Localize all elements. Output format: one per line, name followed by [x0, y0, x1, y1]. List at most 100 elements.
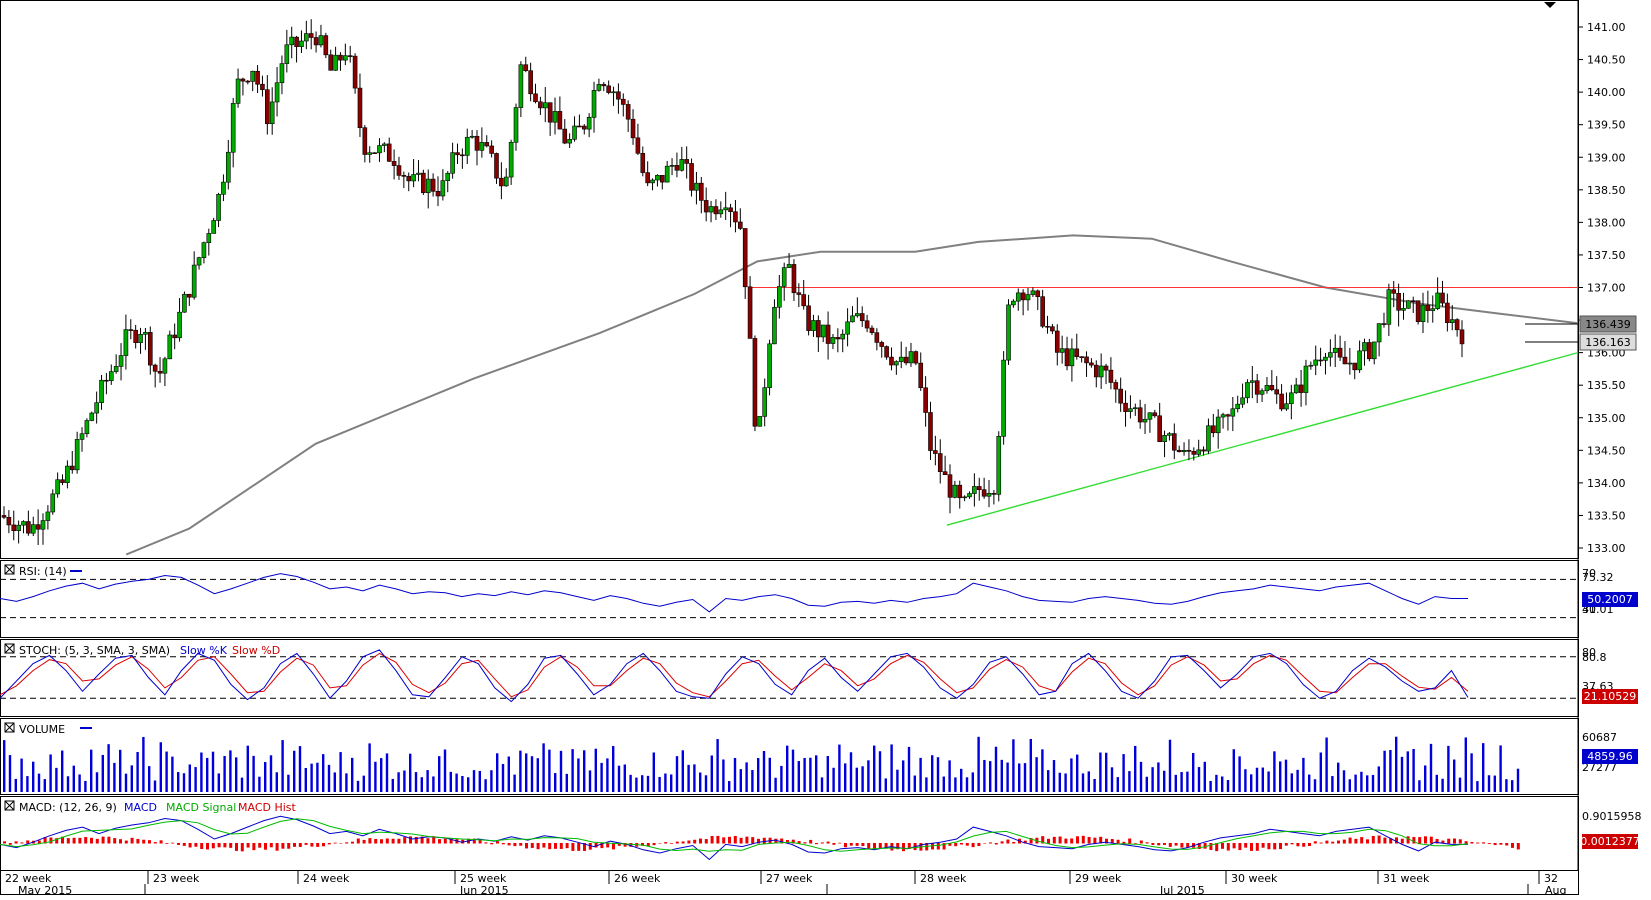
svg-text:136.439: 136.439 [1585, 318, 1631, 331]
candle-body [172, 334, 177, 339]
volume-bar [1168, 739, 1172, 792]
candle-body [1269, 385, 1275, 390]
volume-label: VOLUME [19, 723, 65, 736]
candle-body [650, 179, 655, 184]
macd-hist-bar [548, 843, 552, 850]
candle-body [913, 351, 919, 364]
candle-body [167, 334, 173, 360]
candle-body [440, 180, 446, 197]
volume-bar [983, 759, 986, 792]
volume-bar [699, 772, 702, 792]
volume-bar [606, 758, 609, 792]
candle-body [552, 111, 558, 123]
candle-body [840, 333, 846, 340]
candle-body [806, 305, 811, 331]
candle-body [269, 101, 275, 125]
candle-body [801, 294, 807, 307]
candle-body [1098, 365, 1104, 378]
panel-toggle-x-icon-0 [4, 564, 15, 575]
macd-hist-bar [1296, 843, 1300, 847]
macd-hist-bar [188, 843, 192, 848]
volume-bar [1018, 763, 1021, 792]
volume-bar [942, 776, 945, 792]
candle-body [372, 152, 377, 155]
macd-hist-bar [1302, 843, 1306, 847]
macd-hist-bar [1354, 838, 1358, 844]
panel-toggle-x-icon-3 [4, 800, 15, 811]
volume-bar [571, 749, 574, 792]
candle-body [1128, 408, 1133, 412]
candle-body [1186, 449, 1192, 452]
macd-hist-bar [1447, 838, 1451, 844]
candle-body [255, 70, 260, 85]
volume-bar [1238, 756, 1241, 792]
volume-bar [536, 758, 539, 792]
y-tick-label: 140.50 [1587, 54, 1626, 67]
macd-hist-bar [1319, 842, 1323, 844]
y-tick-label: 139.00 [1587, 151, 1626, 164]
macd-hist-bar [948, 843, 952, 846]
macd-hist-bar [310, 843, 314, 847]
candle-body [6, 517, 12, 526]
macd-hist-bar [757, 838, 760, 844]
candle-body [118, 355, 124, 367]
volume-bar [994, 746, 998, 792]
candle-body [55, 479, 60, 495]
volume-bar [1290, 773, 1293, 792]
macd-hist-bar [322, 843, 325, 847]
volume-bar [1296, 769, 1299, 792]
candle-body [386, 143, 392, 162]
candle-body [747, 286, 753, 339]
volume-bar [1464, 737, 1467, 792]
macd-hist-bar [786, 840, 789, 844]
volume-panel: 60687 27277 [3, 727, 1617, 792]
candle-body [347, 55, 353, 57]
macd-hist-bar [1348, 837, 1352, 844]
volume-bar [1151, 767, 1154, 792]
candle-body [616, 91, 621, 100]
candle-body [35, 524, 41, 530]
candle-body [313, 37, 319, 46]
macd-hist-bar [136, 838, 140, 844]
candle-body [957, 484, 963, 499]
volume-bar [861, 766, 864, 792]
macd-hist-bar [1174, 843, 1178, 846]
candle-body [362, 127, 368, 155]
candle-body [1274, 389, 1280, 395]
macd-hist-bar [1064, 838, 1068, 844]
volume-bar [182, 773, 186, 792]
panel-border-1 [0, 560, 1579, 638]
candle-body [869, 327, 875, 333]
volume-bar [548, 749, 551, 792]
macd-panel: 0.9015958 [0, 810, 1642, 861]
macd-hist-bar [1221, 843, 1224, 849]
macd-hist-bar [699, 838, 702, 844]
macd-hist-bar [194, 843, 198, 847]
macd-hist-bar [1180, 843, 1184, 848]
macd-hist-bar [942, 843, 946, 850]
macd-hist-bar [246, 843, 250, 848]
macd-hist-bar [1128, 838, 1132, 844]
candle-body [513, 107, 519, 143]
candle-body [1201, 449, 1206, 452]
candle-body [445, 172, 451, 181]
candle-body [430, 178, 436, 192]
candle-body [952, 484, 958, 498]
macd-hist-bar [8, 843, 12, 845]
candle-body [694, 182, 699, 191]
volume-bar [455, 773, 458, 792]
candle-body [65, 465, 70, 483]
macd-hist-bar [1499, 843, 1503, 845]
macd-hist-bar [1261, 843, 1265, 848]
y-tick-label: 135.50 [1587, 379, 1626, 392]
week-label: 29 week [1075, 872, 1122, 885]
candle-body [981, 489, 987, 497]
candle-body [230, 103, 236, 153]
volume-bar [844, 763, 847, 792]
axis-label: 70 [1582, 567, 1596, 580]
panel-frames [0, 0, 1579, 895]
volume-bar [206, 757, 209, 792]
candle-body [757, 416, 763, 427]
volume-bar [1366, 775, 1369, 792]
candle-body [308, 33, 314, 38]
